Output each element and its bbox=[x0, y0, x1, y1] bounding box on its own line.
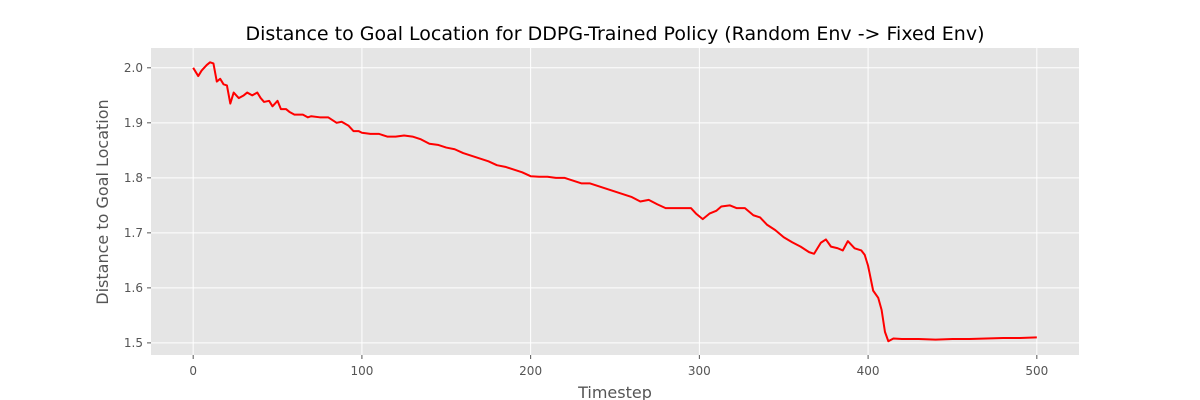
x-tick-label: 400 bbox=[857, 364, 880, 378]
x-tick-label: 100 bbox=[350, 364, 373, 378]
x-tick-label: 200 bbox=[519, 364, 542, 378]
line bbox=[192, 61, 1037, 343]
y-tick-label: 1.5 bbox=[124, 336, 143, 350]
x-tick-label: 0 bbox=[189, 364, 197, 378]
chart-title: Distance to Goal Location for DDPG-Train… bbox=[246, 23, 985, 45]
y-tick-label: 1.7 bbox=[124, 226, 143, 240]
y-axis-label: Distance to Goal Location bbox=[93, 99, 112, 304]
x-tick-label: 500 bbox=[1025, 364, 1048, 378]
y-tick-label: 2.0 bbox=[124, 61, 143, 75]
x-tick-label: 300 bbox=[688, 364, 711, 378]
y-tick-label: 1.9 bbox=[124, 116, 143, 130]
y-tick-label: 1.6 bbox=[124, 281, 143, 295]
y-tick-label: 1.8 bbox=[124, 171, 143, 185]
plot-area bbox=[151, 48, 1079, 355]
x-axis-label: Timestep bbox=[577, 383, 652, 400]
